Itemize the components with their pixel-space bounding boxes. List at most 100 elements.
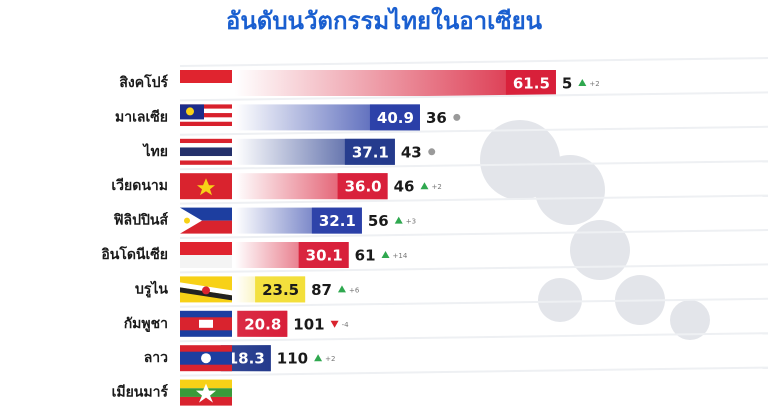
country-label: เมียนมาร์ — [112, 384, 169, 401]
flag-part — [180, 83, 232, 96]
no-change-dot — [428, 148, 436, 156]
flag — [180, 276, 232, 303]
flag — [180, 207, 232, 234]
flag-part — [180, 160, 232, 165]
flag-part — [180, 108, 232, 114]
flag-part — [180, 121, 232, 127]
value-box — [369, 104, 420, 131]
row-separator — [179, 194, 768, 205]
country-label: ฟิลิปปินส์ — [113, 212, 169, 229]
country-label: เวียดนาม — [111, 178, 168, 194]
value-label: 23.5 — [262, 281, 299, 299]
up-arrow — [314, 354, 323, 362]
down-arrow — [330, 320, 339, 328]
row-separator — [179, 91, 768, 102]
rank-label: 101 — [293, 315, 324, 333]
rank-change: +2 — [589, 80, 599, 88]
rank-label: 61 — [355, 247, 376, 265]
value-label: 40.9 — [377, 109, 414, 127]
rank-label: 110 — [277, 350, 308, 368]
rank-change: +2 — [325, 355, 335, 363]
flag-part — [180, 126, 232, 131]
country-label: ลาว — [144, 350, 168, 366]
value-box — [505, 70, 556, 96]
rank-change: +6 — [349, 286, 360, 294]
rank-change: -4 — [342, 321, 350, 329]
value-label: 37.1 — [352, 143, 389, 161]
value-label: 36.0 — [345, 178, 382, 196]
value-label: 20.8 — [244, 315, 281, 333]
flag-part — [180, 143, 232, 148]
value-box — [255, 276, 306, 303]
flag-part — [197, 178, 215, 196]
up-arrow — [381, 251, 390, 258]
rank-label: 87 — [311, 281, 332, 299]
flag — [180, 138, 232, 165]
row-separator — [179, 366, 768, 377]
flag — [180, 104, 232, 131]
country-label: อินโดนีเซีย — [101, 245, 168, 263]
up-arrow — [394, 216, 403, 224]
country-label: สิงคโปร์ — [119, 73, 169, 91]
bar — [235, 70, 556, 96]
value-label: 61.5 — [513, 75, 550, 93]
flag-part — [180, 396, 232, 406]
rank-change: +2 — [431, 183, 441, 191]
flag-part — [196, 383, 216, 403]
row-separator — [179, 263, 768, 274]
no-change-dot — [453, 113, 461, 121]
country-label: มาเลเซีย — [115, 109, 168, 125]
flag-part — [184, 217, 190, 224]
flag-part — [180, 70, 232, 83]
rank-change: +3 — [406, 218, 416, 226]
flag — [180, 173, 232, 200]
flag-part — [180, 147, 232, 157]
up-arrow — [578, 79, 587, 86]
flag-part — [199, 319, 213, 328]
country-label: บรูไน — [135, 279, 168, 297]
rank-label: 36 — [426, 109, 447, 127]
up-arrow — [420, 182, 429, 190]
row-separator — [179, 160, 768, 171]
flag — [180, 310, 232, 337]
value-box — [237, 310, 288, 337]
row-separator — [179, 297, 768, 308]
value-box — [311, 207, 362, 234]
row-separator — [179, 57, 768, 67]
country-label: ไทย — [142, 142, 168, 160]
rank-label: 56 — [368, 212, 389, 230]
flag — [180, 242, 232, 268]
flag — [180, 70, 232, 96]
value-box — [298, 242, 349, 268]
value-label: 30.1 — [306, 247, 343, 265]
chart-title: อันดับนวัตกรรมไทยในอาเซียน — [226, 6, 543, 35]
value-box — [337, 173, 388, 200]
flag-part — [180, 156, 232, 161]
row-separator — [179, 229, 768, 239]
flag-part — [202, 286, 210, 295]
flag-part — [180, 113, 232, 118]
flag-part — [180, 207, 202, 234]
up-arrow — [337, 285, 346, 293]
flag-part — [201, 353, 211, 364]
flag-part — [186, 107, 194, 116]
flag — [180, 345, 232, 372]
flag-part — [180, 242, 232, 255]
rank-label: 43 — [401, 143, 422, 161]
flag-part — [180, 104, 232, 109]
flag-part — [180, 138, 232, 144]
country-label: กัมพูชา — [124, 316, 168, 332]
rank-change: +14 — [393, 252, 408, 260]
flag-part — [180, 255, 232, 268]
value-label: 32.1 — [319, 212, 356, 230]
flag — [180, 379, 232, 406]
flag-part — [180, 117, 232, 122]
row-separator — [179, 125, 768, 136]
row-separator — [179, 332, 768, 343]
rank-label: 46 — [394, 178, 415, 196]
value-box — [344, 138, 395, 165]
value-label: 18.3 — [228, 350, 265, 368]
rank-label: 5 — [562, 75, 572, 93]
